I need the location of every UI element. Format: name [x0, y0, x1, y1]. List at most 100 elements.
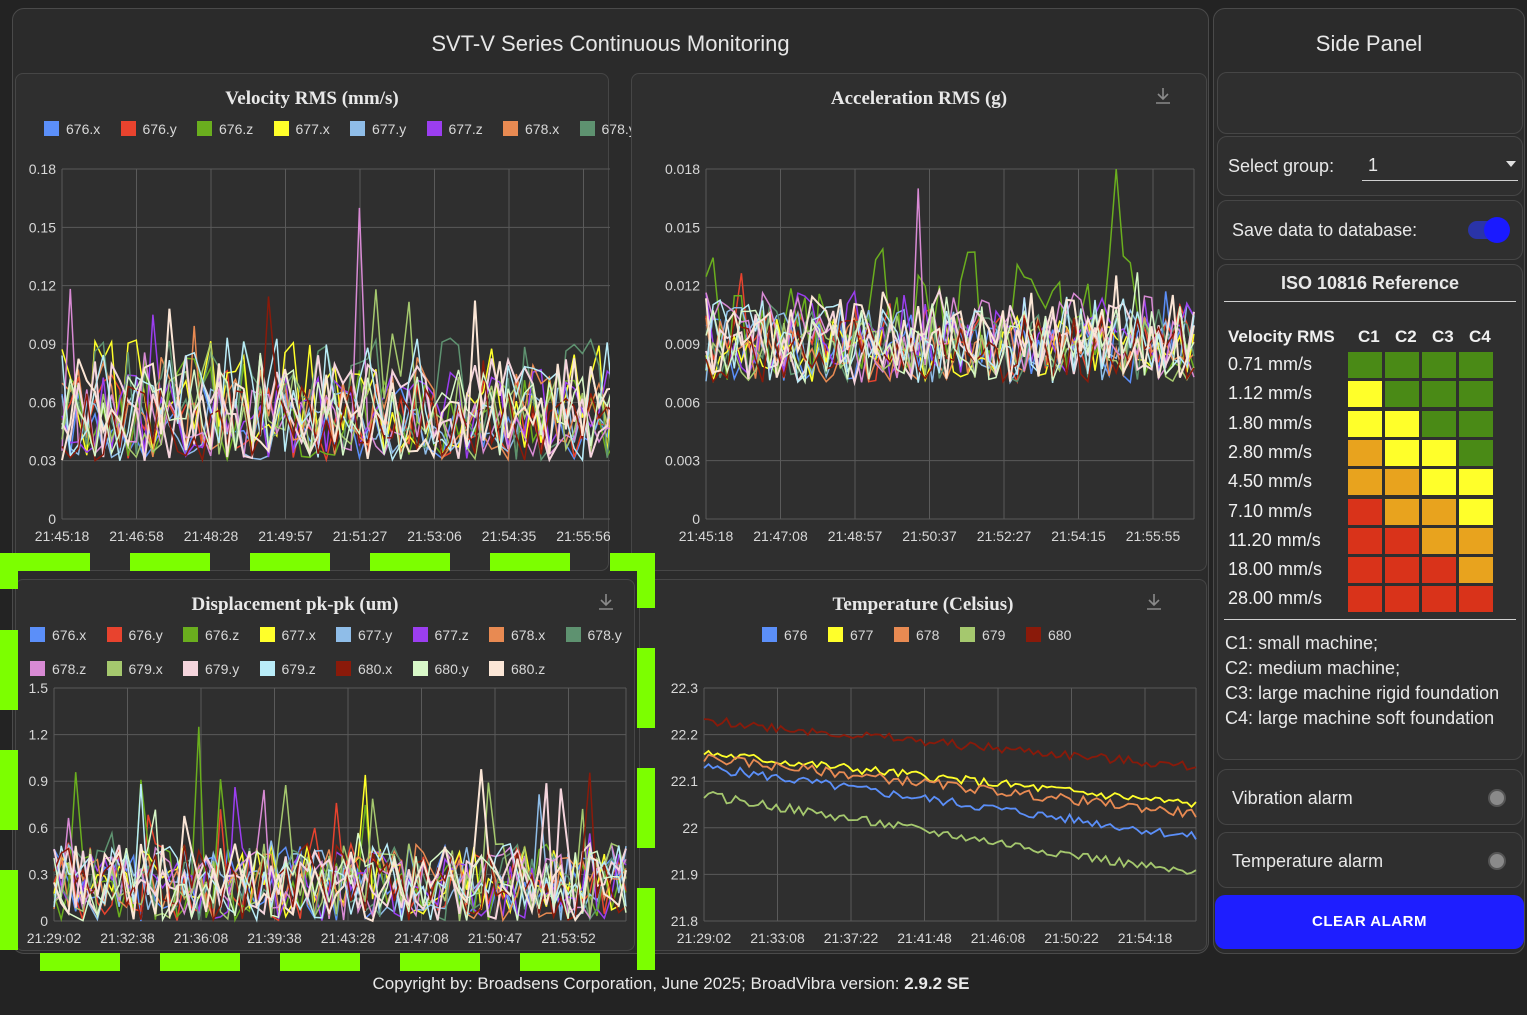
legend-swatch	[503, 121, 518, 136]
velocity-x-tick: 21:51:27	[333, 528, 388, 544]
temperature-series-678	[703, 753, 1197, 819]
iso-zone-cell	[1347, 556, 1383, 585]
highlight-dash	[400, 953, 480, 971]
legend-label: 677.z	[448, 121, 483, 137]
legend-item[interactable]: 679.x	[106, 661, 163, 677]
iso-zone-cell	[1384, 468, 1420, 497]
legend-item[interactable]: 677.z	[412, 627, 469, 643]
highlight-dash	[490, 553, 570, 571]
footer: Copyright by: Broadsens Corporation, Jun…	[0, 974, 1342, 994]
legend-swatch	[350, 121, 365, 136]
legend-item[interactable]: 677.x	[273, 121, 330, 137]
legend-item[interactable]: 679.z	[259, 661, 316, 677]
legend-item[interactable]: 676.y	[120, 121, 177, 137]
save-database-toggle[interactable]	[1468, 217, 1510, 243]
iso-zone-cell	[1347, 438, 1383, 467]
acceleration-chart-panel: Acceleration RMS (g) 0.018 0.015 0.012 0.00…	[631, 73, 1207, 571]
temperature-x-tick: 21:37:22	[824, 930, 879, 946]
temperature-alarm-label: Temperature alarm	[1232, 851, 1384, 871]
legend-swatch	[259, 627, 275, 642]
chevron-down-icon	[1506, 161, 1516, 167]
highlight-dash	[0, 750, 18, 830]
legend-item[interactable]: 678.y	[579, 121, 636, 137]
acceleration-chart: 0.018 0.015 0.012 0.009 0.006 0.003 021:45:18 2…	[665, 161, 1195, 544]
legend-item[interactable]: 678.x	[489, 627, 545, 643]
temperature-series-677	[703, 749, 1197, 809]
temperature-x-tick: 21:46:08	[971, 930, 1026, 946]
temperature-x-tick: 21:29:02	[677, 930, 732, 946]
iso-zone-cell	[1384, 380, 1420, 409]
legend-item[interactable]: 677.x	[259, 627, 316, 643]
legend-item[interactable]: 676.z	[197, 121, 253, 137]
legend-item[interactable]: 677.y	[336, 627, 392, 643]
legend-item[interactable]: 680	[1026, 627, 1071, 643]
iso-column-header: Velocity RMS	[1228, 327, 1335, 346]
acceleration-series-680-z	[705, 275, 1195, 382]
acceleration-download-icon[interactable]	[1153, 86, 1173, 106]
highlight-dash	[370, 553, 450, 571]
temperature-chart-title: Temperature (Celsius)	[832, 594, 1014, 615]
legend-item[interactable]: 677	[828, 627, 873, 643]
iso-zone-cell	[1347, 526, 1383, 555]
highlight-dash	[0, 870, 18, 950]
iso-zone-cell	[1347, 351, 1383, 379]
displacement-y-tick: 0.9	[29, 773, 49, 789]
group-select[interactable]: 1	[1362, 153, 1518, 181]
legend-item[interactable]: 677.z	[426, 121, 483, 137]
iso-zone-cell	[1384, 351, 1420, 379]
legend-item[interactable]: 680.x	[336, 661, 392, 677]
iso-zone-cell	[1421, 438, 1457, 467]
iso-note: C1: small machine;	[1225, 633, 1379, 653]
acceleration-y-tick: 0	[692, 511, 700, 527]
legend-swatch	[489, 661, 504, 676]
legend-label: 677.x	[295, 121, 330, 137]
temperature-y-tick: 22	[682, 820, 698, 836]
legend-item[interactable]: 676.y	[106, 627, 163, 643]
displacement-x-tick: 21:53:52	[541, 930, 596, 946]
temperature-series-679	[703, 791, 1197, 875]
legend-item[interactable]: 679.y	[183, 661, 239, 677]
legend-item[interactable]: 680.z	[489, 661, 545, 677]
velocity-series-680-z	[61, 300, 610, 461]
legend-item[interactable]: 678	[894, 627, 939, 643]
legend-swatch	[106, 627, 122, 642]
velocity-x-tick: 21:54:35	[482, 528, 537, 544]
legend-label: 676	[784, 627, 808, 643]
legend-item[interactable]: 677.y	[350, 121, 406, 137]
acceleration-x-tick: 21:54:15	[1051, 528, 1106, 544]
velocity-x-tick: 21:53:06	[407, 528, 462, 544]
temperature-download-icon[interactable]	[1144, 592, 1164, 612]
displacement-y-tick: 1.5	[29, 680, 49, 696]
displacement-x-tick: 21:36:08	[174, 930, 229, 946]
legend-label: 680	[1048, 627, 1072, 643]
iso-row-label: 2.80 mm/s	[1228, 441, 1313, 462]
legend-swatch	[183, 661, 198, 676]
highlight-dash	[250, 553, 330, 571]
legend-swatch	[120, 121, 136, 136]
legend-label: 677.y	[358, 627, 393, 643]
velocity-axes: 0.18 0.15 0.12 0.09 0.06 0.03 021:45:18 21:46:5…	[29, 161, 610, 544]
legend-item[interactable]: 680.y	[412, 661, 469, 677]
acceleration-y-tick: 0.006	[665, 394, 700, 410]
iso-note: C3: large machine rigid foundation	[1225, 683, 1500, 703]
velocity-x-tick: 21:45:18	[35, 528, 90, 544]
legend-item[interactable]: 676	[762, 627, 807, 643]
legend-item[interactable]: 676.x	[30, 627, 86, 643]
legend-item[interactable]: 676.x	[44, 121, 100, 137]
iso-row-label: 1.12 mm/s	[1228, 383, 1313, 404]
temperature-alarm-card: Temperature alarm	[1217, 832, 1523, 888]
velocity-series-680-x	[61, 296, 610, 463]
legend-item[interactable]: 678.z	[30, 661, 86, 677]
legend-item[interactable]: 676.z	[183, 627, 239, 643]
group-select-value: 1	[1368, 155, 1379, 175]
iso-zone-cell	[1384, 556, 1420, 585]
velocity-chart: 0.18 0.15 0.12 0.09 0.06 0.03 021:45:18 21:46:5…	[29, 161, 610, 544]
legend-item[interactable]: 678.y	[565, 627, 622, 643]
legend-item[interactable]: 679	[960, 627, 1005, 643]
clear-alarm-button[interactable]: CLEAR ALARM	[1215, 895, 1524, 949]
acceleration-x-tick: 21:47:08	[753, 528, 808, 544]
highlight-dash	[520, 953, 600, 971]
legend-item[interactable]: 678.x	[503, 121, 559, 137]
displacement-download-icon[interactable]	[596, 592, 616, 612]
displacement-axes: 1.5 1.2 0.9 0.6 0.3 021:29:02 21:32:38 21:36:08…	[27, 680, 627, 946]
